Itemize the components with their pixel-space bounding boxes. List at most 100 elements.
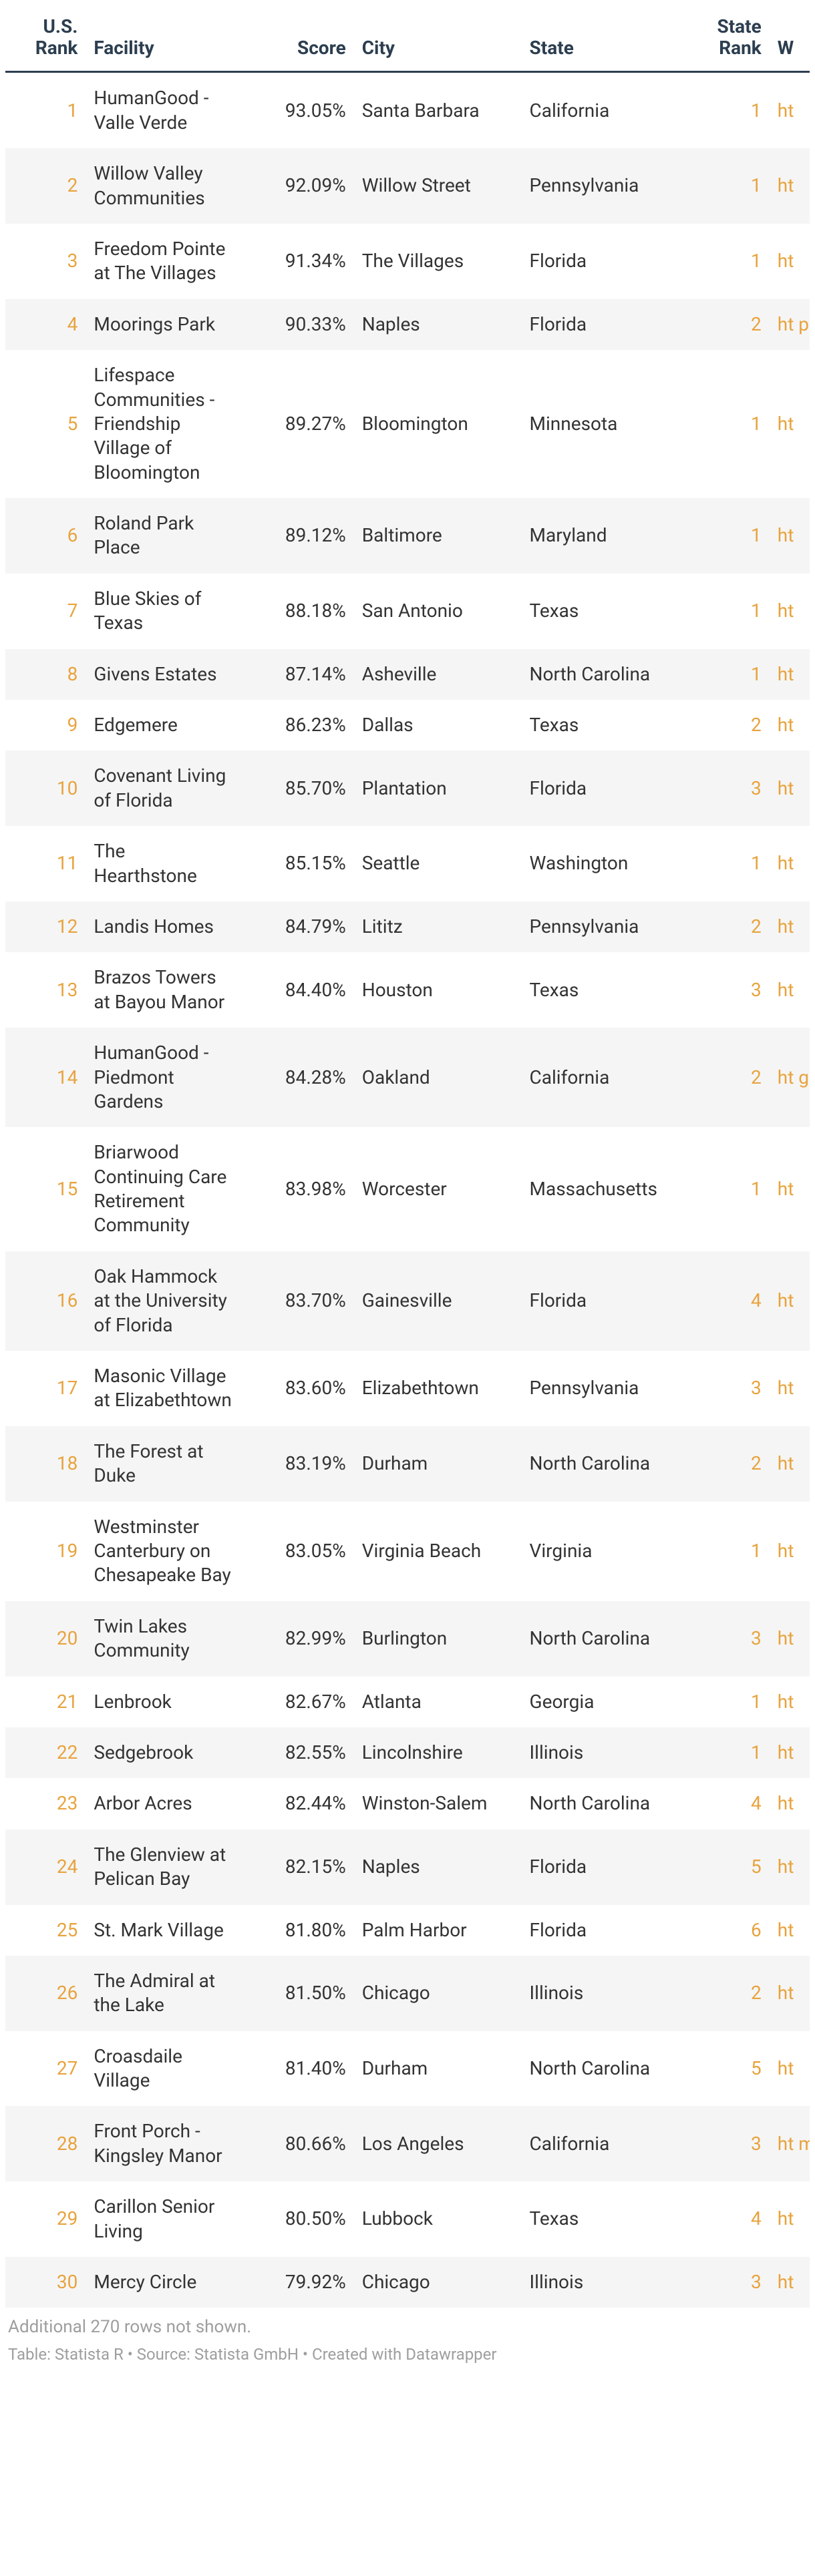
col-header-state_rank[interactable]: State Rank [689,7,769,72]
col-header-us_rank[interactable]: U.S. Rank [5,7,86,72]
cell-state: Illinois [522,1956,689,2031]
cell-state: Texas [522,952,689,1028]
cell-us_rank: 15 [5,1127,86,1251]
cell-state_rank: 3 [689,2257,769,2308]
cell-website[interactable]: ht [770,1127,810,1251]
cell-website[interactable]: ht [770,1601,810,1677]
cell-state: Texas [522,2181,689,2257]
cell-website[interactable]: ht [770,1677,810,1727]
cell-website[interactable]: ht [770,2181,810,2257]
cell-city: Naples [354,1830,522,1905]
cell-website[interactable]: ht [770,1956,810,2031]
cell-state_rank: 2 [689,299,769,350]
cell-score: 79.92% [240,2257,354,2308]
cell-state_rank: 1 [689,1727,769,1778]
cell-state_rank: 4 [689,1778,769,1829]
cell-website[interactable]: ht [770,2257,810,2308]
cell-website[interactable]: ht [770,224,810,299]
cell-facility: The Forest at Duke [86,1426,240,1502]
cell-state_rank: 1 [689,826,769,901]
cell-website[interactable]: ht [770,901,810,952]
cell-state: California [522,1028,689,1127]
cell-state: Pennsylvania [522,148,689,224]
cell-facility: Masonic Village at Elizabethtown [86,1351,240,1426]
cell-score: 91.34% [240,224,354,299]
cell-website[interactable]: ht [770,1351,810,1426]
table-row: 8Givens Estates87.14%AshevilleNorth Caro… [5,649,810,700]
table-row: 29Carillon Senior Living80.50%LubbockTex… [5,2181,810,2257]
cell-website[interactable]: ht m [770,2106,810,2181]
col-header-facility[interactable]: Facility [86,7,240,72]
cell-state: Maryland [522,498,689,574]
cell-state: Florida [522,750,689,826]
cell-us_rank: 28 [5,2106,86,2181]
cell-website[interactable]: ht pa [770,299,810,350]
cell-website[interactable]: ht [770,2031,810,2107]
cell-website[interactable]: ht [770,700,810,750]
cell-facility: Freedom Pointe at The Villages [86,224,240,299]
cell-us_rank: 26 [5,1956,86,2031]
cell-city: Houston [354,952,522,1028]
cell-website[interactable]: ht [770,72,810,148]
cell-score: 83.60% [240,1351,354,1426]
cell-state_rank: 5 [689,2031,769,2107]
cell-us_rank: 5 [5,350,86,498]
cell-website[interactable]: ht [770,498,810,574]
cell-us_rank: 7 [5,574,86,649]
cell-us_rank: 23 [5,1778,86,1829]
cell-us_rank: 24 [5,1830,86,1905]
cell-website[interactable]: ht [770,1778,810,1829]
table-body: 1HumanGood - Valle Verde93.05%Santa Barb… [5,72,810,2308]
cell-us_rank: 14 [5,1028,86,1127]
cell-state_rank: 2 [689,1956,769,2031]
cell-website[interactable]: ht [770,1502,810,1601]
cell-website[interactable]: ht [770,952,810,1028]
cell-state_rank: 1 [689,350,769,498]
cell-website[interactable]: ht [770,1830,810,1905]
cell-us_rank: 13 [5,952,86,1028]
col-header-state[interactable]: State [522,7,689,72]
cell-website[interactable]: ht [770,1905,810,1956]
cell-website[interactable]: ht [770,148,810,224]
cell-facility: Sedgebrook [86,1727,240,1778]
table-row: 27Croasdaile Village81.40%DurhamNorth Ca… [5,2031,810,2107]
cell-state: Florida [522,299,689,350]
cell-city: Atlanta [354,1677,522,1727]
cell-website[interactable]: ht [770,1727,810,1778]
cell-state_rank: 3 [689,952,769,1028]
cell-state: Illinois [522,2257,689,2308]
cell-us_rank: 11 [5,826,86,901]
cell-website[interactable]: ht [770,1426,810,1502]
cell-us_rank: 30 [5,2257,86,2308]
cell-state_rank: 1 [689,574,769,649]
cell-city: Naples [354,299,522,350]
cell-website[interactable]: ht [770,574,810,649]
col-header-score[interactable]: Score [240,7,354,72]
table-row: 11The Hearthstone85.15%SeattleWashington… [5,826,810,901]
cell-score: 81.80% [240,1905,354,1956]
cell-score: 84.40% [240,952,354,1028]
cell-us_rank: 29 [5,2181,86,2257]
table-row: 5Lifespace Communities - Friendship Vill… [5,350,810,498]
table-row: 1HumanGood - Valle Verde93.05%Santa Barb… [5,72,810,148]
cell-website[interactable]: ht [770,750,810,826]
cell-us_rank: 27 [5,2031,86,2107]
cell-us_rank: 20 [5,1601,86,1677]
col-header-city[interactable]: City [354,7,522,72]
table-row: 18The Forest at Duke83.19%DurhamNorth Ca… [5,1426,810,1502]
col-header-website[interactable]: W [770,7,810,72]
table-row: 7Blue Skies of Texas88.18%San AntonioTex… [5,574,810,649]
cell-facility: Blue Skies of Texas [86,574,240,649]
cell-us_rank: 21 [5,1677,86,1727]
cell-facility: Moorings Park [86,299,240,350]
cell-website[interactable]: ht ga [770,1028,810,1127]
cell-city: Bloomington [354,350,522,498]
cell-state: Florida [522,1251,689,1351]
cell-website[interactable]: ht [770,826,810,901]
cell-website[interactable]: ht [770,1251,810,1351]
cell-website[interactable]: ht [770,350,810,498]
cell-state_rank: 1 [689,498,769,574]
cell-website[interactable]: ht [770,649,810,700]
cell-state: North Carolina [522,1426,689,1502]
cell-state: California [522,2106,689,2181]
